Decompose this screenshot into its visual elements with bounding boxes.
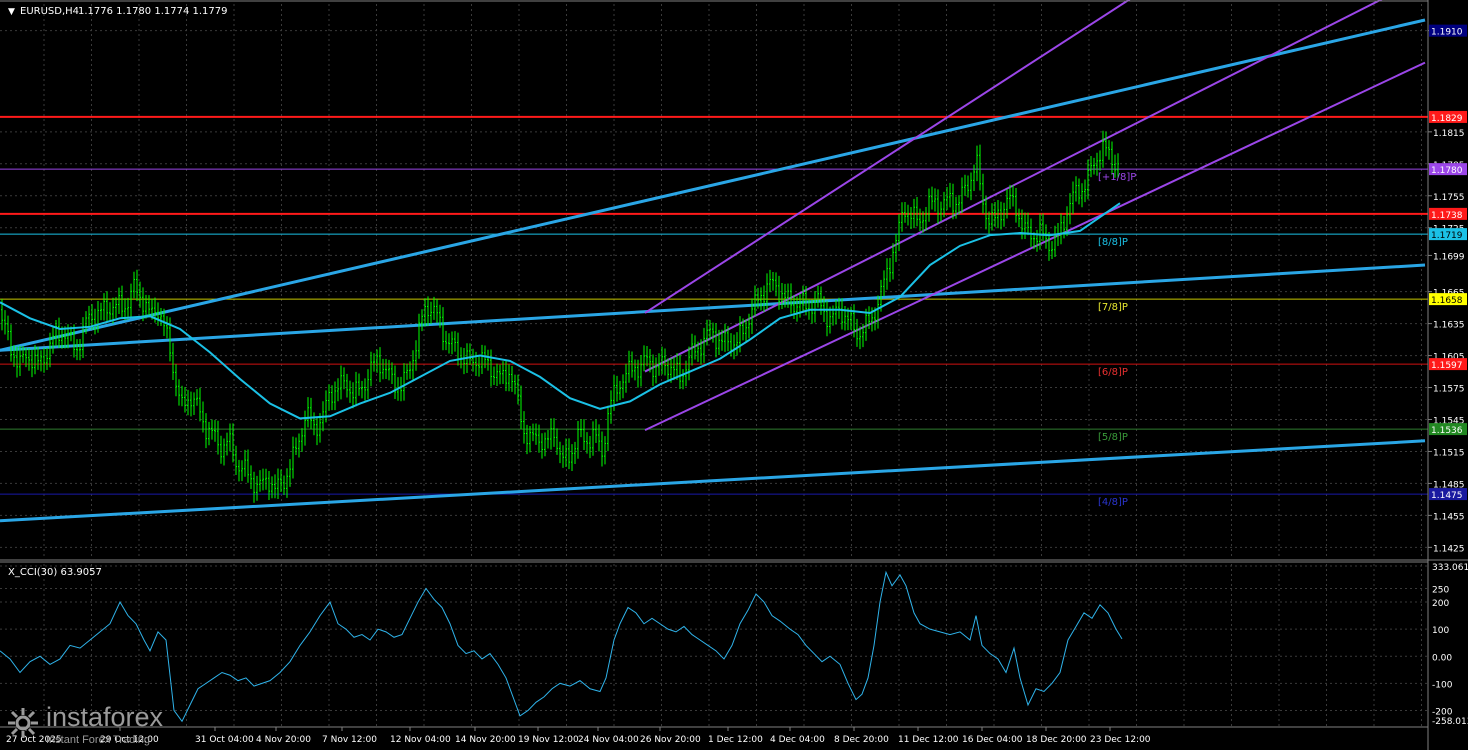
murrey-level-label: [6/8]P bbox=[1098, 367, 1128, 378]
price-tag bbox=[1429, 163, 1467, 176]
trend-line bbox=[0, 263, 1426, 352]
cci-tick-label: 200 bbox=[1432, 599, 1449, 609]
time-tick-label: 1 Dec 12:00 bbox=[708, 735, 763, 745]
regression-line bbox=[644, 0, 1383, 373]
price-tag-label: 1.1910 bbox=[1431, 28, 1463, 38]
cci-line bbox=[0, 570, 1123, 723]
price-tag-label: 1.1536 bbox=[1431, 426, 1463, 436]
cci-tick-label: 0.00 bbox=[1432, 653, 1452, 663]
time-tick-label: 19 Nov 12:00 bbox=[518, 735, 579, 745]
instaforex-logo-icon bbox=[8, 708, 38, 738]
murrey-level-label: [+1/8]P bbox=[1098, 172, 1136, 183]
price-tag-label: 1.1719 bbox=[1431, 231, 1463, 241]
time-tick-label: 4 Dec 04:00 bbox=[770, 735, 825, 745]
trend-line bbox=[0, 439, 1426, 523]
time-axis[interactable]: 27 Oct 2025 29 Oct 12:00 31 Oct 04:00 4 Nov… bbox=[6, 727, 1151, 745]
cci-tick-label: -200 bbox=[1432, 707, 1453, 717]
regression-line bbox=[644, 0, 1131, 314]
time-tick-label: 24 Nov 04:00 bbox=[578, 735, 639, 745]
time-tick-label: 26 Nov 20:00 bbox=[640, 735, 701, 745]
price-tag bbox=[1429, 358, 1467, 371]
murrey-levels bbox=[0, 115, 1428, 495]
price-tick-label: 1.1755 bbox=[1433, 193, 1465, 203]
time-tick-label: 4 Nov 20:00 bbox=[256, 735, 311, 745]
cci-tick-label: 333.061 bbox=[1432, 563, 1468, 573]
price-tick-label: 1.1425 bbox=[1433, 544, 1465, 554]
price-tick-label: 1.1635 bbox=[1433, 321, 1465, 331]
cci-panel: 333.061 250 200 100 0.00 -100 -200-258.013 bbox=[0, 563, 1468, 727]
price-tick-label: 1.1455 bbox=[1433, 512, 1465, 522]
price-tag bbox=[1429, 207, 1467, 220]
watermark-tagline: Instant Forex Trading bbox=[46, 734, 150, 746]
price-tick-label: 1.1515 bbox=[1433, 448, 1465, 458]
time-tick-label: 7 Nov 12:00 bbox=[322, 735, 377, 745]
time-tick-label: 8 Dec 20:00 bbox=[834, 735, 889, 745]
price-tag bbox=[1429, 423, 1467, 436]
cci-tick-label: -100 bbox=[1432, 680, 1453, 690]
cci-tick-label: 100 bbox=[1432, 626, 1449, 636]
regression-line bbox=[644, 61, 1426, 432]
price-tag-label: 1.1475 bbox=[1431, 491, 1463, 501]
ma-line bbox=[0, 202, 1121, 420]
price-tag bbox=[1429, 293, 1467, 306]
cci-tick-label: 250 bbox=[1432, 586, 1449, 596]
dropdown-triangle-icon[interactable]: ▼ bbox=[8, 7, 15, 17]
price-tick-label: 1.1575 bbox=[1433, 385, 1465, 395]
time-tick-label: 16 Dec 04:00 bbox=[962, 735, 1023, 745]
symbol-label: EURUSD,H4 bbox=[20, 6, 79, 17]
price-tick-label: 1.1485 bbox=[1433, 480, 1465, 490]
ohlc-quotes: 1.1776 1.1780 1.1774 1.1779 bbox=[78, 6, 228, 17]
price-tick-label: 1.1699 bbox=[1433, 252, 1465, 262]
watermark-brand: instaforex bbox=[46, 702, 164, 732]
price-tag-label: 1.1780 bbox=[1431, 166, 1463, 176]
price-tag-label: 1.1738 bbox=[1431, 211, 1463, 221]
price-tick-label: 1.1605 bbox=[1433, 353, 1465, 363]
cci-tick-label: -258.013 bbox=[1432, 717, 1468, 727]
price-tick-label: 1.1545 bbox=[1433, 417, 1465, 427]
price-tag bbox=[1429, 110, 1467, 123]
time-tick-label: 29 Oct 12:00 bbox=[100, 735, 159, 745]
price-tag-label: 1.1597 bbox=[1431, 361, 1463, 371]
regression-channels bbox=[0, 0, 1426, 523]
price-tag bbox=[1429, 488, 1467, 501]
time-tick-label: 12 Nov 04:00 bbox=[390, 735, 451, 745]
cci-label: X_CCI(30) 63.9057 bbox=[8, 567, 102, 578]
price-tag bbox=[1429, 24, 1467, 37]
time-tick-label: 14 Nov 20:00 bbox=[455, 735, 516, 745]
murrey-level-label: [7/8]P bbox=[1098, 302, 1128, 313]
price-tick-label: 1.1815 bbox=[1433, 129, 1465, 139]
time-tick-label: 11 Dec 12:00 bbox=[898, 735, 959, 745]
price-tag bbox=[1429, 228, 1467, 241]
murrey-level-labels: [8/8]P [7/8]P [6/8]P [5/8]P [4/8]P [+1/8]P bbox=[1098, 172, 1136, 508]
time-tick-label: 18 Dec 20:00 bbox=[1026, 735, 1087, 745]
murrey-level-label: [4/8]P bbox=[1098, 497, 1128, 508]
time-tick-label: 31 Oct 04:00 bbox=[195, 735, 254, 745]
murrey-level-label: [8/8]P bbox=[1098, 237, 1128, 248]
moving-average bbox=[0, 202, 1121, 420]
price-bars bbox=[1, 130, 1119, 503]
murrey-level-label: [5/8]P bbox=[1098, 432, 1128, 443]
price-tag-label: 1.1829 bbox=[1431, 114, 1463, 124]
trend-line bbox=[0, 18, 1426, 352]
price-tag-label: 1.1658 bbox=[1431, 296, 1463, 306]
price-grid bbox=[0, 4, 1428, 726]
time-tick-label: 27 Oct 2025 bbox=[6, 735, 62, 745]
price-tags: 1.1910 1.1829 1.1780 1.1738 1.1719 1.1658 1.15… bbox=[1429, 24, 1467, 501]
time-tick-label: 23 Dec 12:00 bbox=[1090, 735, 1151, 745]
